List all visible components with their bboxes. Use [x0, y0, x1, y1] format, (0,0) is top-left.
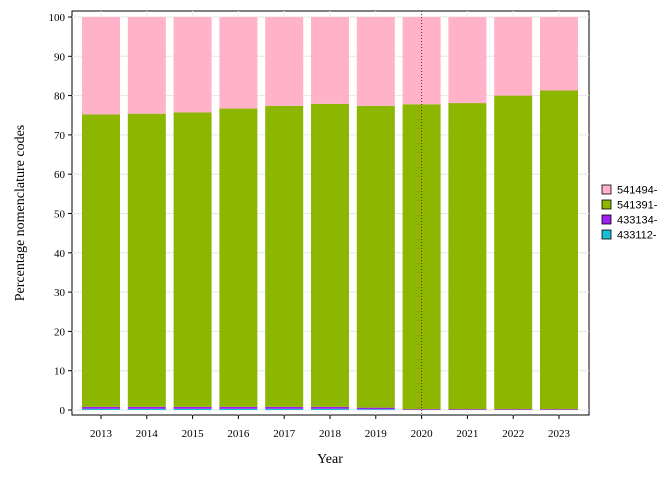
bar-segment-433134-2015: [173, 406, 212, 409]
bar-segment-433134-2017: [265, 406, 304, 409]
legend-swatch-541494: [601, 184, 612, 195]
y-tick-label: 70: [54, 130, 66, 142]
x-tick-label-2014: 2014: [136, 428, 159, 440]
bar-segment-541391-2014: [127, 113, 166, 407]
x-tick-label-2023: 2023: [548, 428, 571, 440]
bar-segment-433134-2016: [219, 406, 258, 409]
bar-segment-433112-2018: [311, 408, 349, 410]
legend-swatch-433112: [601, 229, 612, 240]
bar-segment-541391-2018: [311, 103, 349, 407]
bar-segment-433134-2019: [356, 407, 395, 410]
bar-segment-433134-2020: [402, 409, 441, 410]
bar-segment-541494-2013: [82, 17, 120, 115]
bar-segment-433134-2021: [448, 409, 487, 410]
bar-segment-433112-2019: [356, 409, 395, 410]
bar-segment-433134-2014: [127, 406, 166, 409]
bar-segment-433112-2015: [173, 408, 212, 410]
legend-label-541391: 541391-: [617, 200, 658, 212]
y-tick-label: 60: [54, 169, 66, 181]
y-tick-label: 20: [54, 326, 66, 338]
bar-segment-541494-2015: [173, 17, 212, 113]
y-tick-label: 90: [54, 51, 66, 63]
legend-label-433134: 433134-: [617, 215, 658, 227]
bar-segment-541494-2020: [402, 17, 441, 105]
x-tick-label-2022: 2022: [502, 428, 524, 440]
x-axis: 2013 2014 2015 2016 2017 2018 2019 2020 2021 2022…: [90, 415, 571, 440]
x-tick-label-2017: 2017: [273, 428, 296, 440]
bar-segment-541494-2023: [540, 17, 578, 91]
bar-segment-541494-2022: [494, 17, 533, 96]
bar-segment-541494-2021: [448, 17, 487, 104]
legend-swatch-541391: [601, 199, 612, 210]
bar-segment-433112-2014: [127, 408, 166, 410]
bar-segment-541391-2023: [540, 90, 578, 410]
y-axis: 0 10 20 30 40 50 60 70 80 90 100: [49, 12, 72, 417]
x-tick-label-2019: 2019: [365, 428, 388, 440]
bar-segment-433134-2018: [311, 406, 349, 409]
legend: 541494- 541391- 433134- 433112-: [601, 184, 658, 242]
y-tick-label: 80: [54, 91, 66, 103]
y-tick-label: 40: [54, 248, 66, 260]
bar-segment-541391-2016: [219, 108, 258, 407]
x-tick-label-2021: 2021: [456, 428, 478, 440]
x-tick-label-2018: 2018: [319, 428, 342, 440]
bar-segment-541391-2017: [265, 105, 304, 407]
bar-segment-541391-2022: [494, 95, 533, 410]
y-tick-label: 30: [54, 287, 66, 299]
x-tick-label-2015: 2015: [182, 428, 205, 440]
bar-segment-541494-2017: [265, 17, 304, 106]
y-tick-label: 10: [54, 366, 66, 378]
y-tick-label: 100: [49, 12, 66, 24]
bar-segment-541391-2015: [173, 112, 212, 407]
bar-segment-541494-2019: [356, 17, 395, 106]
bars: [82, 17, 578, 410]
bar-segment-433112-2016: [219, 408, 258, 410]
legend-label-541494: 541494-: [617, 185, 658, 197]
bar-segment-541494-2016: [219, 17, 258, 109]
bar-segment-541494-2018: [311, 17, 349, 104]
legend-label-433112: 433112-: [617, 230, 657, 242]
bar-segment-433112-2013: [82, 408, 120, 410]
legend-swatch-433134: [601, 214, 612, 225]
x-axis-title: Year: [317, 452, 343, 467]
bar-segment-541391-2019: [356, 105, 395, 408]
bar-segment-433134-2013: [82, 406, 120, 409]
bar-segment-541391-2021: [448, 103, 487, 410]
bar-segment-433134-2022: [494, 409, 533, 410]
x-tick-label-2020: 2020: [411, 428, 434, 440]
bar-segment-541391-2013: [82, 114, 120, 407]
bar-segment-433134-2023: [540, 409, 578, 410]
x-tick-label-2016: 2016: [227, 428, 250, 440]
x-tick-label-2013: 2013: [90, 428, 113, 440]
y-tick-label: 50: [54, 209, 66, 221]
bar-segment-541494-2014: [127, 17, 166, 114]
y-axis-title: Percentage nomenclature codes: [13, 125, 28, 301]
bar-segment-433112-2017: [265, 408, 304, 410]
y-tick-label: 0: [60, 405, 66, 417]
